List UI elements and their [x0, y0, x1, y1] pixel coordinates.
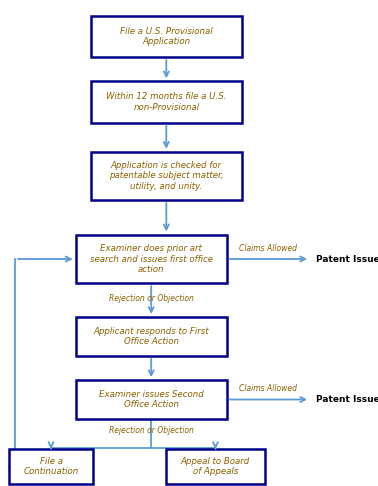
FancyBboxPatch shape: [9, 449, 93, 484]
Text: Rejection or Objection: Rejection or Objection: [109, 295, 194, 303]
Text: File a
Continuation: File a Continuation: [23, 457, 79, 476]
Text: Examiner issues Second
Office Action: Examiner issues Second Office Action: [99, 390, 204, 409]
Text: Examiner does prior art
search and issues first office
action: Examiner does prior art search and issue…: [90, 244, 213, 274]
Text: Patent Issues: Patent Issues: [316, 395, 378, 404]
Text: Appeal to Board
of Appeals: Appeal to Board of Appeals: [181, 457, 250, 476]
FancyBboxPatch shape: [91, 16, 242, 57]
Text: Applicant responds to First
Office Action: Applicant responds to First Office Actio…: [93, 327, 209, 346]
Text: Claims Allowed: Claims Allowed: [239, 243, 297, 253]
Text: Claims Allowed: Claims Allowed: [239, 384, 297, 393]
Text: Patent Issues: Patent Issues: [316, 255, 378, 263]
FancyBboxPatch shape: [91, 81, 242, 122]
FancyBboxPatch shape: [76, 317, 227, 356]
Text: Application is checked for
patentable subject matter,
utility, and unity.: Application is checked for patentable su…: [109, 161, 223, 191]
FancyBboxPatch shape: [76, 235, 227, 283]
FancyBboxPatch shape: [166, 449, 265, 484]
Text: Within 12 months file a U.S.
non-Provisional: Within 12 months file a U.S. non-Provisi…: [106, 92, 226, 112]
Text: File a U.S. Provisional
Application: File a U.S. Provisional Application: [120, 27, 213, 46]
FancyBboxPatch shape: [91, 152, 242, 200]
FancyBboxPatch shape: [76, 380, 227, 419]
Text: Rejection or Objection: Rejection or Objection: [109, 426, 194, 434]
